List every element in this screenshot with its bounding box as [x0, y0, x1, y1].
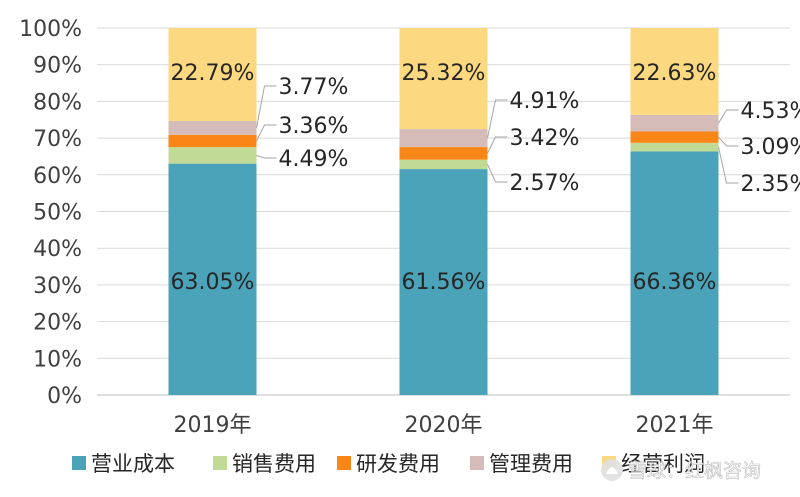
y-tick-label: 30%	[33, 274, 82, 299]
data-label: 63.05%	[171, 270, 255, 295]
leader-line	[256, 85, 277, 128]
data-label: 3.36%	[279, 114, 349, 139]
watermark: 雪球：红枫咨询	[601, 459, 761, 482]
data-label: 61.56%	[402, 270, 486, 295]
bar-segment	[630, 28, 719, 115]
leader-line	[487, 136, 508, 154]
x-tick-label: 2021年	[636, 413, 714, 438]
y-tick-label: 70%	[33, 127, 82, 152]
bar-segment	[399, 129, 488, 148]
bar-segment	[168, 163, 257, 395]
bar-segment	[168, 147, 257, 164]
y-tick-label: 50%	[33, 201, 82, 226]
data-label: 3.77%	[279, 75, 349, 100]
x-axis-ticks: 2019年 2020年 2021年	[174, 413, 714, 438]
legend-label: 销售费用	[232, 452, 316, 476]
data-label: 3.42%	[510, 126, 580, 151]
legend-label: 营业成本	[91, 452, 175, 476]
legend-swatch	[213, 456, 227, 470]
bar-segment	[630, 114, 719, 132]
y-tick-label: 20%	[33, 311, 82, 336]
y-tick-label: 90%	[33, 54, 82, 79]
legend-label: 管理费用	[489, 452, 573, 476]
data-label: 22.63%	[633, 61, 717, 86]
legend-swatch	[470, 456, 484, 470]
data-label: 25.32%	[402, 61, 486, 86]
bars	[168, 28, 719, 395]
bar-segment	[168, 28, 257, 121]
data-label: 3.09%	[741, 135, 800, 160]
data-label: 4.91%	[510, 89, 580, 114]
legend-swatch	[72, 456, 86, 470]
leader-line	[718, 136, 739, 147]
data-labels: 63.05% 4.49% 3.36% 3.77% 22.79% 61.56% 2.57% 3.…	[171, 61, 800, 295]
leader-line	[718, 109, 739, 124]
y-tick-label: 100%	[19, 17, 82, 42]
bar-segment	[168, 134, 257, 148]
legend-label: 经营利润	[621, 452, 705, 476]
bar-segment	[630, 131, 719, 143]
y-axis-ticks: 0% 10% 20% 30% 40% 50% 60% 70% 80% 90% 100%	[19, 17, 82, 409]
data-label: 4.49%	[279, 147, 349, 172]
watermark-text: 雪球：红枫咨询	[628, 460, 761, 482]
y-tick-label: 80%	[33, 90, 82, 115]
bar-segment	[399, 147, 488, 160]
bar-segment	[630, 151, 719, 395]
legend: 营业成本 销售费用 研发费用 管理费用 经营利润	[72, 452, 705, 476]
bar-segment	[399, 169, 488, 395]
bar-segment	[630, 142, 719, 152]
data-label: 22.79%	[171, 61, 255, 86]
leader-line	[487, 99, 508, 139]
bar-segment	[399, 28, 488, 130]
bar-segment	[168, 120, 257, 135]
y-tick-label: 40%	[33, 237, 82, 262]
watermark-logo-icon	[601, 459, 623, 481]
y-tick-label: 60%	[33, 164, 82, 189]
data-label: 2.57%	[510, 171, 580, 196]
leader-line	[256, 124, 277, 142]
x-tick-label: 2019年	[174, 413, 252, 438]
y-tick-label: 10%	[33, 347, 82, 372]
leader-line	[487, 164, 508, 183]
legend-swatch	[337, 456, 351, 470]
legend-label: 研发费用	[356, 452, 440, 476]
leader-line	[718, 147, 739, 184]
data-label: 4.53%	[741, 99, 800, 124]
x-tick-label: 2020年	[405, 413, 483, 438]
bar-segment	[399, 159, 488, 170]
leader-line	[256, 154, 277, 159]
data-label: 66.36%	[633, 270, 717, 295]
data-label: 2.35%	[741, 172, 800, 197]
y-tick-label: 0%	[47, 384, 82, 409]
